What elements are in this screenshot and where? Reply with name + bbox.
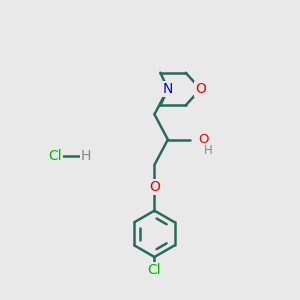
Text: O: O (198, 133, 209, 146)
Text: N: N (163, 82, 173, 96)
Text: H: H (204, 144, 212, 158)
Text: H: H (81, 149, 91, 163)
Text: O: O (149, 180, 160, 194)
Text: Cl: Cl (148, 263, 161, 278)
Text: Cl: Cl (48, 149, 62, 163)
Text: O: O (195, 82, 206, 96)
